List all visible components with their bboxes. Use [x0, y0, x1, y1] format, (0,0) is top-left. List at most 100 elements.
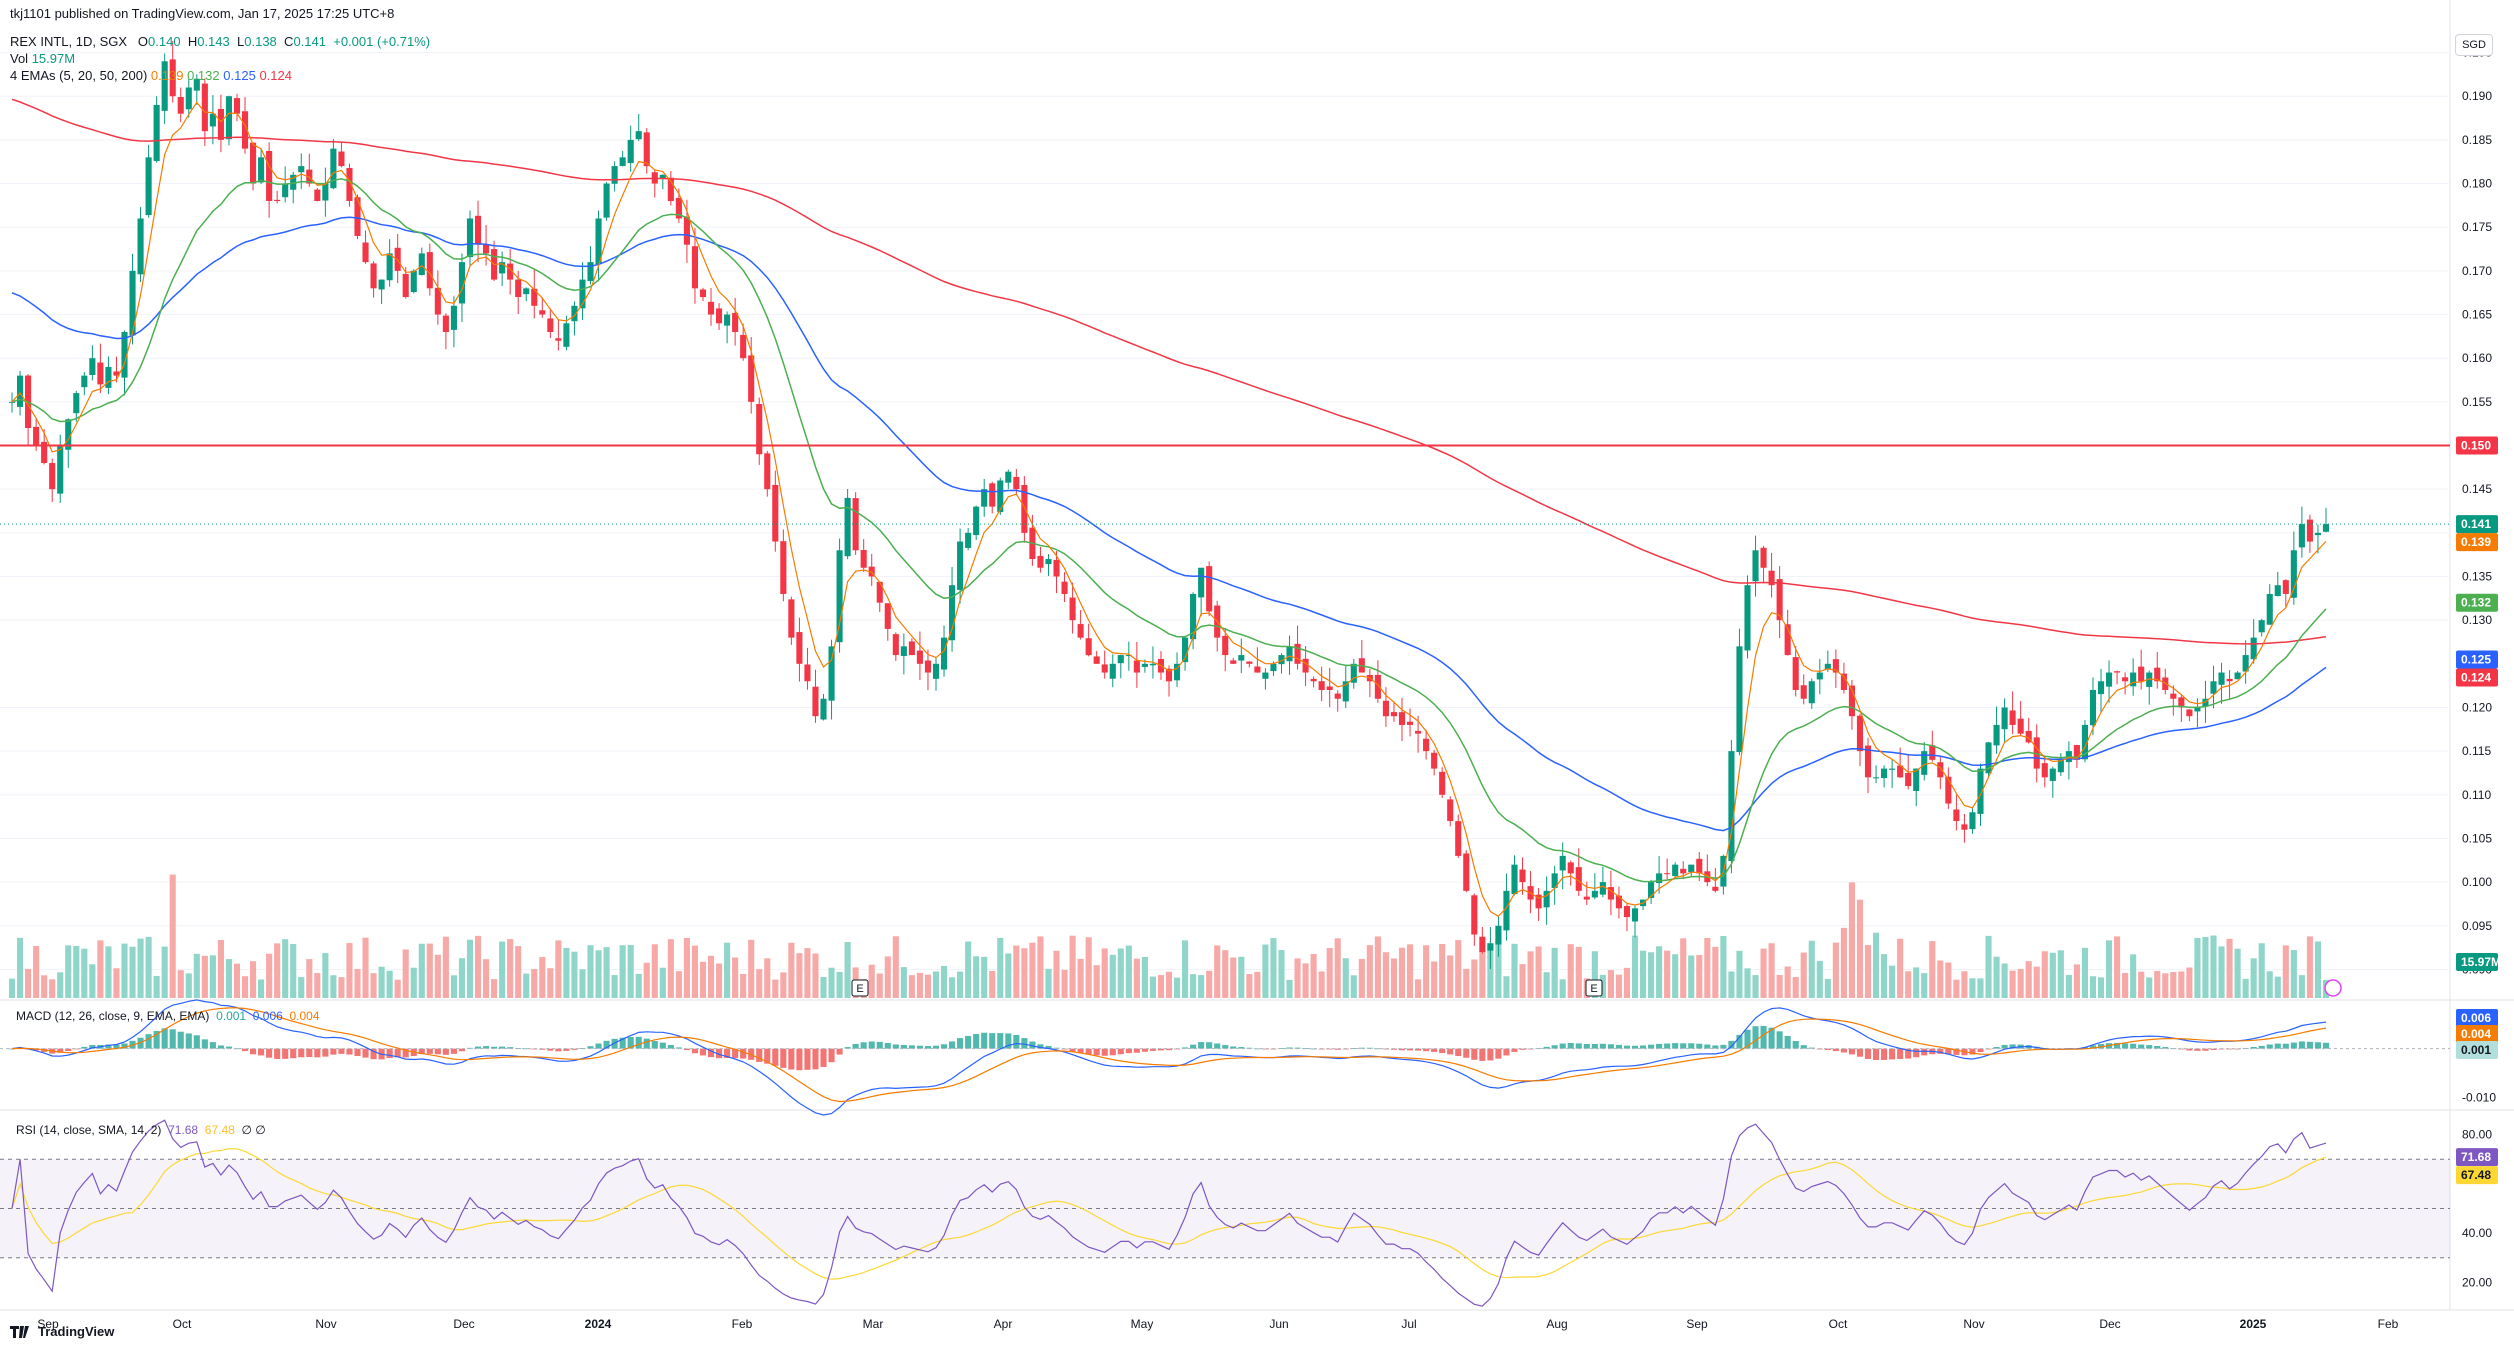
volume-bar	[57, 972, 64, 998]
macd-legend[interactable]: MACD (12, 26, close, 9, EMA, EMA) 0.001 …	[16, 1009, 320, 1023]
volume-bar	[434, 954, 441, 998]
volume-bar	[2194, 937, 2201, 998]
volume-bar	[25, 968, 32, 998]
candle-body	[1832, 659, 1839, 673]
volume-bar	[2065, 974, 2072, 998]
macd-hist-bar	[2226, 1048, 2233, 1050]
open-value: 0.140	[148, 34, 181, 49]
rsi-legend[interactable]: RSI (14, close, SMA, 14, 2) 71.68 67.48 …	[16, 1123, 266, 1137]
candle-body	[105, 366, 112, 388]
volume-bar	[362, 937, 369, 998]
candle-body	[1559, 855, 1566, 871]
macd-hist-bar	[1471, 1048, 1478, 1060]
candle-body	[1021, 485, 1028, 533]
macd-hist-bar	[1141, 1048, 1148, 1052]
macd-hist-bar	[2202, 1048, 2209, 1051]
earnings-marker-label: E	[856, 983, 863, 995]
volume-bar	[683, 937, 690, 998]
candle-body	[1149, 663, 1156, 666]
volume-bar	[1085, 937, 1092, 998]
volume-bar	[667, 939, 674, 998]
time-tick-label: Dec	[2099, 1317, 2120, 1331]
time-tick-label: Jul	[1401, 1317, 1416, 1331]
candle-body	[1423, 738, 1430, 752]
macd-hist-bar	[724, 1048, 731, 1059]
macd-hist-bar	[386, 1048, 393, 1059]
macd-hist-bar	[1190, 1044, 1197, 1049]
candle-body	[724, 314, 731, 326]
volume-bar	[466, 939, 474, 998]
macd-hist-bar	[1872, 1048, 1880, 1061]
macd-hist-bar	[201, 1039, 208, 1049]
volume-bar	[2130, 954, 2137, 998]
macd-hist-bar	[1752, 1026, 1759, 1049]
candle-body	[1342, 681, 1349, 702]
macd-hist-bar	[209, 1042, 216, 1049]
tradingview-logo[interactable]: TradingView	[10, 1324, 114, 1339]
candle-body	[2089, 690, 2097, 726]
currency-button[interactable]: SGD	[2455, 34, 2493, 56]
macd-hist-bar	[603, 1040, 610, 1049]
volume-bar	[1439, 944, 1446, 998]
macd-hist-bar	[1712, 1045, 1719, 1049]
price-tick-label: 0.185	[2462, 133, 2492, 147]
candle-body	[595, 218, 602, 265]
candle-body	[579, 279, 586, 309]
volume-bar	[1993, 956, 2000, 998]
macd-line	[11, 999, 2327, 1116]
symbol-label[interactable]: REX INTL, 1D, SGX	[10, 34, 128, 49]
candle-body	[225, 96, 233, 140]
volume-bar	[65, 945, 72, 998]
ema-legend[interactable]: 4 EMAs (5, 20, 50, 200) 0.139 0.132 0.12…	[10, 68, 292, 83]
macd-hist-bar	[1656, 1043, 1663, 1049]
macd-hist-bar	[1326, 1048, 1333, 1050]
candle-body	[1133, 660, 1140, 673]
volume-bar	[1141, 956, 1148, 998]
candle-body	[2146, 672, 2153, 687]
macd-hist-bar	[716, 1048, 723, 1059]
volume-bar	[1953, 979, 1960, 998]
volume-bar	[949, 977, 956, 998]
macd-hist-bar	[860, 1042, 867, 1049]
volume-bar	[724, 942, 731, 998]
macd-hist-bar	[1567, 1043, 1574, 1049]
macd-hist-bar	[1744, 1029, 1751, 1049]
volume-bar	[266, 953, 273, 998]
macd-badge	[2456, 1041, 2498, 1059]
volume-bar	[1680, 938, 1687, 998]
rsi-line	[11, 1119, 2327, 1307]
time-axis[interactable]: Sep Oct Nov Dec 2024 Feb Mar Apr May Jun Jul Aug Sep…	[37, 1317, 2398, 1331]
volume-bar	[1133, 958, 1140, 998]
macd-hist-bar	[1704, 1044, 1711, 1049]
macd-hist-bar	[916, 1045, 923, 1049]
candle-body	[683, 216, 690, 245]
price-axis[interactable]: 0.1950.1900.1850.1800.1750.1700.1650.160…	[2462, 46, 2496, 1290]
volume-bar	[1607, 970, 1614, 998]
candle-body	[193, 78, 200, 91]
price-tick-label: 0.120	[2462, 700, 2492, 714]
candle-body	[483, 244, 490, 254]
volume-bar	[1415, 979, 1422, 998]
candle-body	[2041, 763, 2048, 778]
volume-bar	[233, 963, 241, 998]
volume-bar	[2138, 971, 2145, 998]
candle-body	[426, 252, 433, 289]
candle-body	[1270, 663, 1277, 672]
volume-bar	[1471, 959, 1478, 998]
volume-bar	[217, 939, 224, 998]
candle-body	[129, 270, 136, 336]
time-tick-label: Nov	[1963, 1317, 1984, 1331]
candle-body	[1173, 663, 1181, 681]
candle-body	[1897, 765, 1904, 778]
volume-bar	[81, 948, 88, 998]
candle-body	[354, 197, 361, 236]
macd-hist-bar	[2114, 1042, 2121, 1049]
candle-body	[2306, 519, 2313, 542]
macd-hist-bar	[2122, 1043, 2129, 1049]
macd-hist-bar	[1977, 1048, 1984, 1053]
volume-legend[interactable]: Vol 15.97M	[10, 51, 76, 66]
volume-bar	[2306, 936, 2313, 998]
candle-body	[386, 253, 393, 281]
